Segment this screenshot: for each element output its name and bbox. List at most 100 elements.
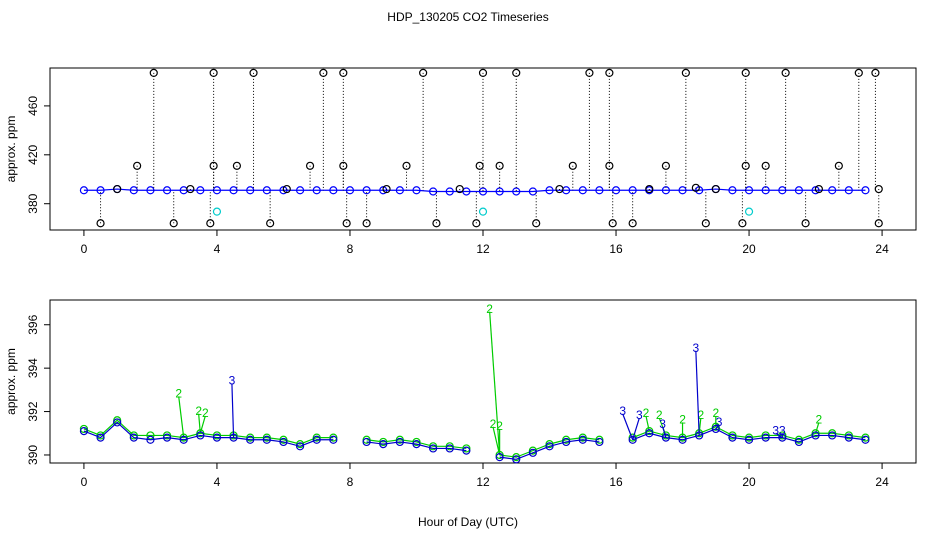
point [728, 186, 737, 195]
x-tick-label: 8 [347, 242, 354, 256]
spike-line [695, 350, 700, 436]
point [844, 186, 853, 195]
point [871, 68, 880, 77]
digit-marker: 2 [195, 404, 202, 418]
x-tick-label: 24 [875, 475, 889, 489]
point [133, 161, 142, 170]
point [79, 424, 89, 434]
point [472, 219, 481, 228]
point [279, 435, 288, 444]
y-tick-label: 390 [26, 445, 40, 465]
spike-line [622, 413, 634, 440]
y-axis-label: approx. ppm [4, 116, 18, 183]
point [412, 186, 421, 195]
spike-line [645, 415, 650, 432]
point [545, 442, 554, 451]
point [861, 435, 870, 444]
point [528, 448, 537, 457]
digit-marker: 3 [779, 423, 786, 437]
series-line [366, 439, 467, 450]
point [528, 187, 537, 196]
y-axis-label: approx. ppm [4, 348, 18, 415]
point [495, 187, 504, 196]
point [691, 183, 700, 192]
spike-line [231, 383, 235, 438]
point [528, 446, 537, 455]
point [282, 184, 291, 194]
point [295, 186, 305, 195]
point [512, 453, 521, 462]
point [196, 186, 205, 195]
y-tick-label: 392 [26, 401, 40, 421]
point [232, 161, 242, 170]
point [246, 435, 255, 444]
point [96, 219, 105, 228]
point [113, 418, 122, 427]
point [312, 435, 321, 444]
point [628, 219, 637, 228]
point [794, 435, 804, 444]
x-tick-label: 16 [609, 475, 623, 489]
point [562, 437, 571, 447]
point [445, 442, 454, 451]
point [362, 437, 371, 447]
x-tick-label: 24 [875, 242, 889, 256]
series-line [632, 428, 866, 443]
point [146, 435, 155, 444]
digit-marker: 2 [496, 419, 503, 433]
point [419, 68, 428, 77]
point [645, 429, 654, 438]
series-line [83, 188, 866, 193]
point [362, 186, 371, 195]
point [79, 186, 89, 195]
point [678, 435, 687, 444]
point [681, 68, 690, 77]
point [149, 68, 158, 77]
x-tick-label: 20 [742, 475, 756, 489]
point [478, 68, 488, 77]
point [801, 219, 810, 228]
point [814, 184, 823, 194]
point [711, 424, 720, 434]
point [339, 68, 348, 77]
point [279, 437, 288, 447]
point [495, 161, 504, 170]
digit-marker: 3 [716, 415, 723, 429]
series-line [83, 419, 334, 445]
y-tick-label: 394 [26, 358, 40, 378]
point [761, 161, 770, 170]
point [595, 437, 604, 447]
digit-marker: 2 [202, 406, 209, 420]
point [761, 186, 770, 195]
point [645, 426, 654, 436]
point [432, 219, 441, 228]
point [728, 433, 737, 442]
point [113, 184, 122, 194]
point [495, 453, 504, 462]
point [412, 437, 421, 447]
point [861, 186, 870, 195]
point [382, 184, 391, 194]
point [186, 184, 195, 194]
point [362, 219, 371, 228]
point [512, 187, 521, 196]
point [645, 184, 654, 194]
x-tick-label: 16 [609, 242, 623, 256]
point [295, 442, 305, 451]
point [585, 68, 594, 77]
point [379, 440, 388, 449]
point [79, 426, 89, 436]
point [834, 161, 843, 170]
point [395, 437, 404, 447]
series-line [499, 439, 600, 460]
y-tick-label: 396 [26, 314, 40, 334]
point [794, 186, 804, 195]
digit-marker: 2 [712, 406, 719, 420]
point [555, 184, 564, 194]
point [402, 161, 411, 170]
x-tick-label: 0 [81, 242, 88, 256]
series-line [499, 437, 600, 458]
point [711, 184, 720, 194]
point [532, 219, 541, 228]
point [312, 433, 321, 442]
